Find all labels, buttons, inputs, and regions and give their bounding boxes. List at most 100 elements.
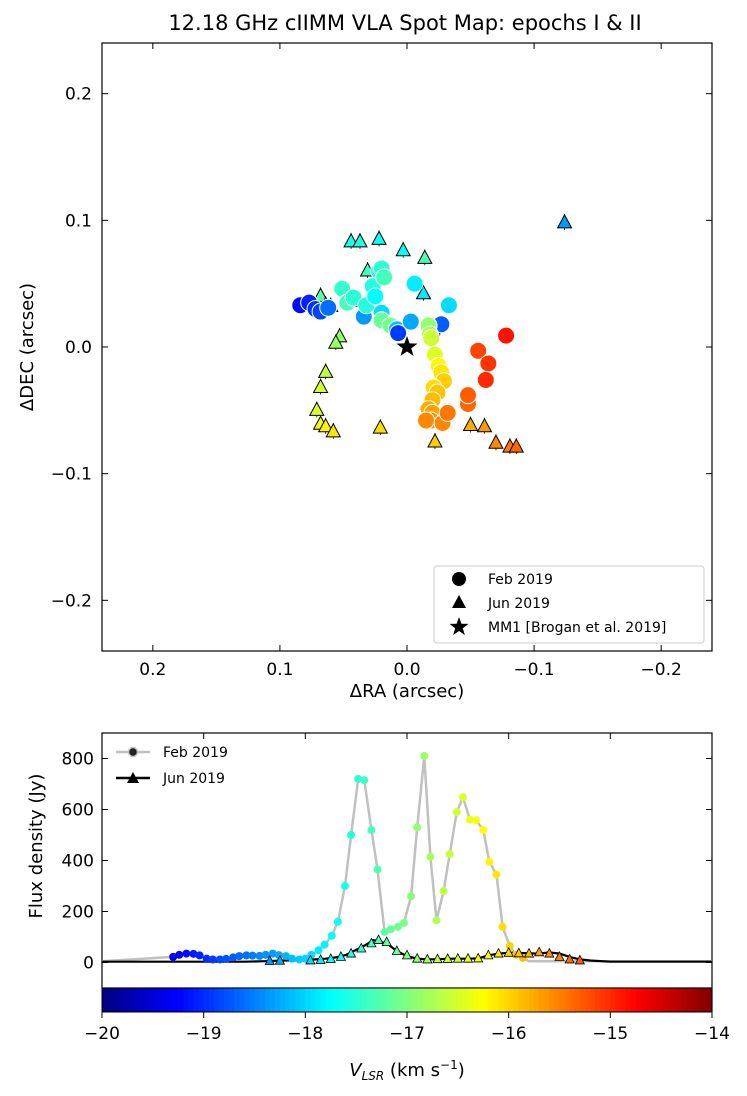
colorbar-tick-label: −19 (186, 1024, 222, 1044)
colorbar-ticks: −20 −19 −18 −17 −16 −15 −14 (84, 1012, 730, 1044)
colorbar-segment (142, 988, 149, 1012)
jun-spectrum-triangle (335, 951, 347, 961)
colorbar-segment (279, 988, 286, 1012)
feb-spectrum-point (195, 951, 204, 960)
colorbar-segment (147, 988, 154, 1012)
legend-jun-triangle (127, 772, 139, 783)
colorbar-segment (534, 988, 540, 1012)
colorbar-segment (366, 988, 373, 1012)
colorbar-segment (559, 988, 566, 1012)
colorbar-segment (173, 988, 179, 1012)
spot-map-title: 12.18 GHz cIIMM VLA Spot Map: epochs I &… (168, 11, 641, 35)
colorbar-segment (396, 988, 403, 1012)
feb-spectrum-point (282, 952, 291, 961)
colorbar-segment (259, 988, 266, 1012)
colorbar-segment (645, 988, 652, 1012)
jun-spectrum-triangle (381, 936, 392, 946)
colorbar-segment (508, 988, 515, 1012)
spot-map-plot: 0.2 0.1 0.0 −0.1 −0.2 0.2 0.1 0.0 −0.1 −0.2 (51, 42, 713, 680)
spot-jun-triangle (371, 230, 387, 245)
jun-spectrum-triangle (305, 954, 316, 965)
colorbar-segment (127, 988, 134, 1012)
spot-jun-triangle (312, 287, 329, 302)
legend-star-marker (449, 617, 469, 636)
colorbar-segment (325, 988, 332, 1012)
spot-jun-triangle (508, 438, 525, 453)
y-tick-label: 800 (62, 750, 94, 770)
feb-spectrum-point (261, 950, 270, 959)
jun-spectrum-triangle (356, 942, 367, 953)
jun-spectrum-triangle (391, 945, 402, 955)
feb-spectrum-point (452, 808, 461, 817)
spot-jun-triangle (488, 434, 504, 449)
feb-spectrum-point (399, 918, 408, 927)
colorbar-segment (183, 988, 190, 1012)
colorbar-segment (198, 988, 205, 1012)
feb-spectrum-point (295, 955, 304, 964)
y-tick-label: 200 (62, 903, 94, 923)
spot-feb-circle (366, 287, 385, 306)
feb-spectrum-point (479, 825, 488, 834)
colorbar-segment (696, 988, 703, 1012)
colorbar-segment (412, 988, 418, 1012)
spot-feb-circle (438, 403, 457, 422)
colorbar-segment (300, 988, 306, 1012)
colorbar-segment (610, 988, 617, 1012)
spot-feb-circle (476, 370, 495, 389)
feb-spectrum-point (215, 955, 224, 964)
colorbar-segment (488, 988, 495, 1012)
velocity-colorbar (101, 987, 713, 1013)
feb-spectrum-point (360, 776, 369, 785)
colorbar-segment (447, 988, 454, 1012)
colorbar-segment (620, 988, 627, 1012)
feb-spectrum-point (466, 815, 475, 824)
jun-spectrum-triangle (345, 947, 357, 958)
colorbar-segment (290, 988, 296, 1012)
feb-spectrum-point (458, 793, 467, 802)
colorbar-segment (285, 988, 291, 1012)
colorbar-segment (564, 988, 571, 1012)
legend-mm1-label: MM1 [Brogan et al. 2019] (488, 620, 666, 636)
colorbar-segment (188, 988, 195, 1012)
colorbar-segment (523, 988, 530, 1012)
colorbar-tick-label: −18 (287, 1024, 323, 1044)
colorbar-segment (544, 988, 550, 1012)
spot-jun-triangle (427, 432, 443, 448)
colorbar-segment (330, 988, 337, 1012)
colorbar-segment (483, 988, 489, 1012)
colorbar-segment (686, 988, 693, 1012)
spot-jun-triangle (317, 417, 334, 433)
spot-map-ylabel: ΔDEC (arcsec) (17, 283, 38, 411)
spot-jun-triangle (327, 334, 344, 349)
feb-spectrum-point (492, 870, 501, 879)
colorbar-segment (274, 988, 281, 1012)
colorbar-segment (574, 988, 581, 1012)
jun-spectrum-triangle (325, 953, 336, 963)
colorbar-segment (295, 988, 301, 1012)
feb-spectrum-point (380, 927, 389, 936)
colorbar-segment (315, 988, 322, 1012)
spot-feb-circle (319, 298, 338, 317)
spot-jun-triangle (308, 401, 325, 416)
feb-spectrum-point (327, 931, 336, 940)
colorbar-segment (407, 988, 413, 1012)
colorbar-segment (473, 988, 479, 1012)
colorbar-segment (498, 988, 505, 1012)
colorbar-segment (600, 988, 606, 1012)
colorbar-xlabel: VLSR (km s−1) (349, 1058, 465, 1083)
feb-spectrum-point (182, 949, 191, 958)
mm1-star (396, 336, 418, 356)
jun-spectrum-triangle (513, 947, 524, 958)
colorbar-segment (529, 988, 535, 1012)
colorbar-segment (269, 988, 276, 1012)
spot-jun-triangle (312, 378, 329, 394)
colorbar-segment (254, 988, 261, 1012)
colorbar-segment (361, 988, 367, 1012)
colorbar-segment (346, 988, 352, 1012)
colorbar-segment (381, 988, 388, 1012)
colorbar-segment (107, 988, 113, 1012)
feb-spectrum-point (445, 850, 454, 859)
colorbar-segment (442, 988, 449, 1012)
legend-jun-label: Jun 2019 (487, 596, 550, 612)
